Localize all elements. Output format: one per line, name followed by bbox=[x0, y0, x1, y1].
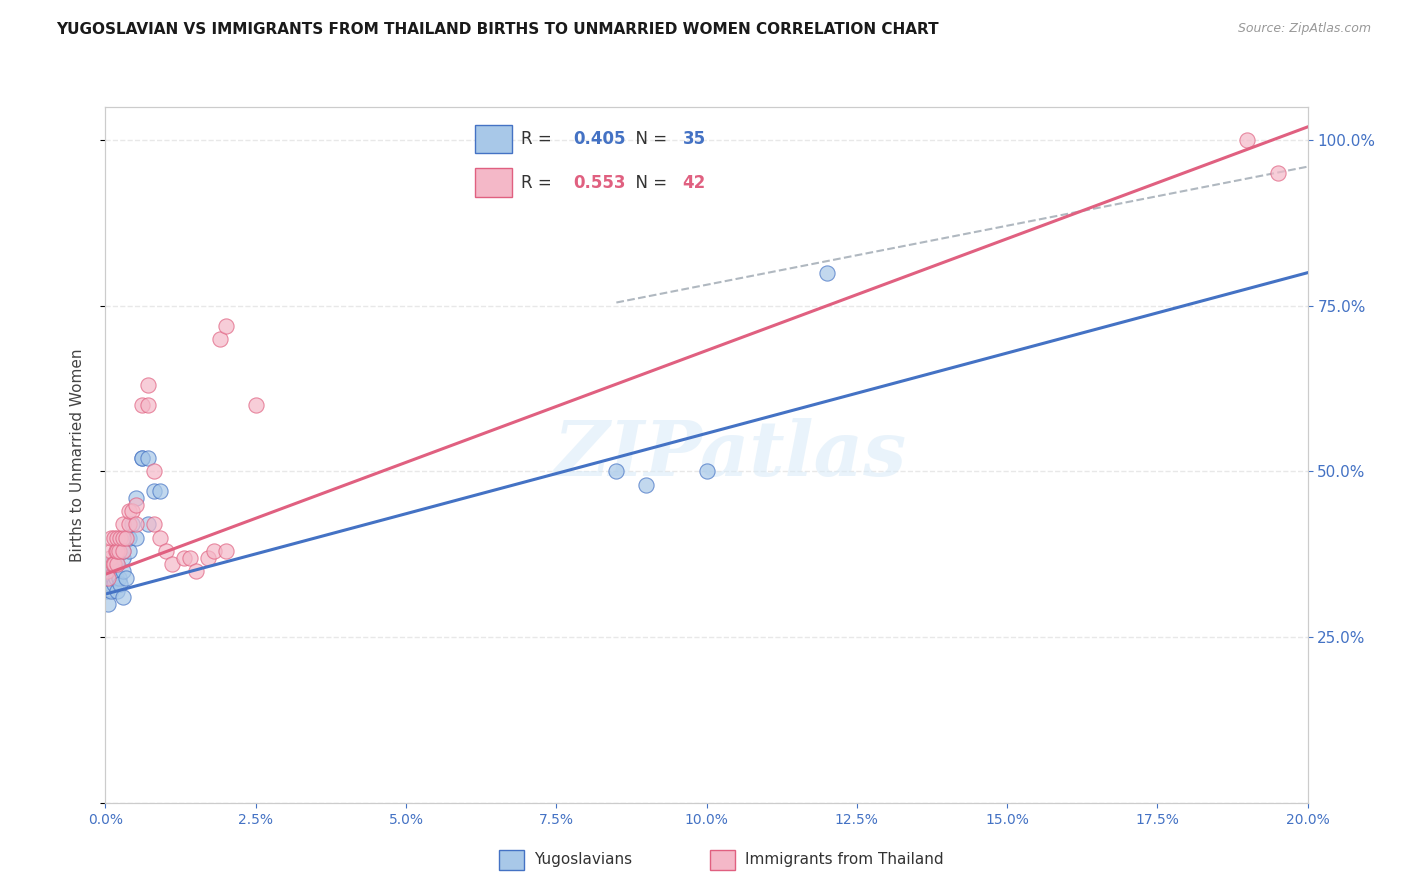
Point bbox=[101, 570, 124, 584]
Point bbox=[115, 570, 138, 584]
Point bbox=[105, 544, 128, 558]
Point bbox=[124, 498, 146, 512]
Point bbox=[245, 398, 267, 412]
Point bbox=[179, 550, 201, 565]
Point bbox=[136, 517, 159, 532]
Point bbox=[112, 544, 135, 558]
Text: ZIPatlas: ZIPatlas bbox=[554, 418, 907, 491]
Text: Immigrants from Thailand: Immigrants from Thailand bbox=[745, 853, 943, 867]
Point bbox=[131, 451, 153, 466]
Point bbox=[214, 318, 236, 333]
Point bbox=[214, 544, 236, 558]
Point bbox=[112, 591, 135, 605]
Point bbox=[131, 451, 153, 466]
Point bbox=[124, 491, 146, 505]
Point bbox=[112, 517, 135, 532]
Point bbox=[142, 517, 165, 532]
Y-axis label: Births to Unmarried Women: Births to Unmarried Women bbox=[70, 348, 84, 562]
Point bbox=[142, 465, 165, 479]
Point bbox=[112, 531, 135, 545]
Point bbox=[605, 465, 627, 479]
Point bbox=[1267, 166, 1289, 180]
Text: Source: ZipAtlas.com: Source: ZipAtlas.com bbox=[1237, 22, 1371, 36]
Point bbox=[107, 583, 129, 598]
Point bbox=[96, 564, 118, 578]
Point bbox=[636, 477, 658, 491]
Point bbox=[815, 266, 838, 280]
Point bbox=[100, 558, 122, 572]
Point bbox=[173, 550, 195, 565]
Point bbox=[112, 564, 135, 578]
Point bbox=[696, 465, 718, 479]
Point bbox=[100, 531, 122, 545]
Point bbox=[121, 504, 143, 518]
Point bbox=[142, 484, 165, 499]
Point bbox=[103, 531, 125, 545]
Point bbox=[1236, 133, 1258, 147]
Point bbox=[103, 558, 125, 572]
Point bbox=[118, 504, 141, 518]
Point bbox=[208, 332, 231, 346]
Point bbox=[110, 577, 132, 591]
Point bbox=[155, 544, 177, 558]
Point bbox=[112, 531, 135, 545]
Point bbox=[107, 544, 129, 558]
Point bbox=[148, 484, 170, 499]
Point bbox=[96, 583, 118, 598]
Point bbox=[98, 577, 121, 591]
Point bbox=[112, 544, 135, 558]
Text: YUGOSLAVIAN VS IMMIGRANTS FROM THAILAND BIRTHS TO UNMARRIED WOMEN CORRELATION CH: YUGOSLAVIAN VS IMMIGRANTS FROM THAILAND … bbox=[56, 22, 939, 37]
Point bbox=[184, 564, 207, 578]
Point bbox=[97, 570, 120, 584]
Point bbox=[136, 451, 159, 466]
Point bbox=[107, 531, 129, 545]
Point bbox=[118, 544, 141, 558]
Point bbox=[107, 558, 129, 572]
Point bbox=[136, 398, 159, 412]
Point bbox=[107, 558, 129, 572]
Point bbox=[110, 531, 132, 545]
Text: Yugoslavians: Yugoslavians bbox=[534, 853, 633, 867]
Point bbox=[107, 544, 129, 558]
Point bbox=[105, 570, 128, 584]
Point bbox=[103, 564, 125, 578]
Point bbox=[136, 378, 159, 392]
Point bbox=[118, 517, 141, 532]
Point bbox=[160, 558, 183, 572]
Point bbox=[148, 531, 170, 545]
Point bbox=[100, 583, 122, 598]
Point bbox=[115, 531, 138, 545]
Point bbox=[97, 597, 120, 611]
Point bbox=[124, 531, 146, 545]
Point bbox=[121, 517, 143, 532]
Point bbox=[118, 531, 141, 545]
Point bbox=[131, 398, 153, 412]
Point bbox=[103, 577, 125, 591]
Point bbox=[202, 544, 225, 558]
Point bbox=[197, 550, 219, 565]
Point bbox=[107, 570, 129, 584]
Point bbox=[101, 558, 124, 572]
Point bbox=[107, 544, 129, 558]
Point bbox=[100, 544, 122, 558]
Point bbox=[98, 550, 121, 565]
Point bbox=[112, 550, 135, 565]
Point bbox=[124, 517, 146, 532]
